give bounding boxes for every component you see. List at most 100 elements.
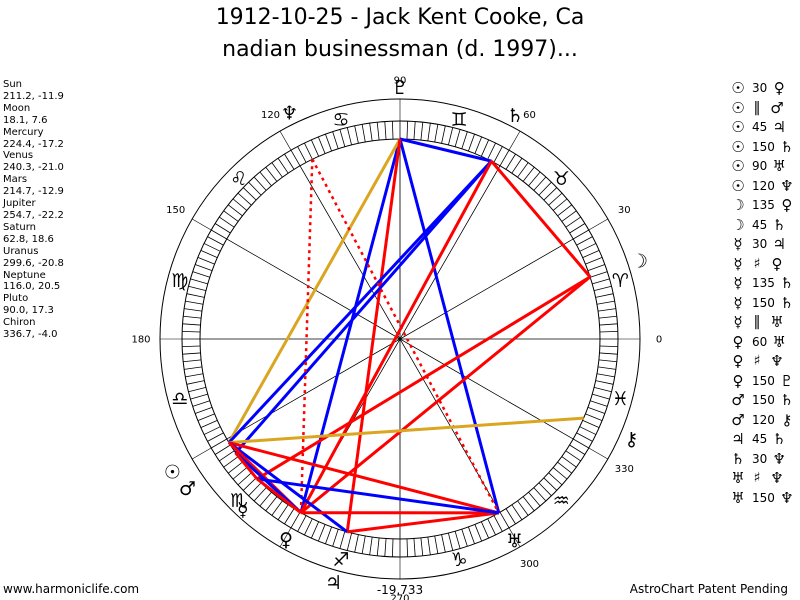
site-link[interactable]: www.harmoniclife.com	[3, 582, 140, 596]
aspect-sym: 150	[752, 490, 775, 505]
degree-tick	[188, 285, 207, 292]
degree-tick	[522, 496, 535, 512]
planet-name-neptune: Neptune	[3, 269, 46, 281]
degree-tick	[203, 243, 221, 252]
degree-tick	[474, 524, 483, 542]
degree-tick	[186, 293, 205, 298]
degree-tick	[434, 535, 439, 554]
degree-tick	[582, 419, 600, 429]
degree-tick	[223, 456, 239, 468]
zodiac-sign-glyph: ♒	[553, 490, 570, 512]
degree-tick	[248, 482, 262, 497]
planet-name-saturn: Saturn	[3, 221, 37, 233]
planet-coords-neptune: 116.0, 20.5	[3, 281, 61, 293]
degree-tick	[391, 538, 394, 557]
degree-tick	[182, 330, 201, 333]
degree-tick	[182, 352, 201, 355]
degree-tick	[227, 461, 243, 474]
degree-tick	[200, 419, 218, 429]
aspect-line	[227, 138, 402, 444]
aspect-sym: 45	[752, 432, 768, 446]
aspect-line	[347, 511, 499, 534]
aspect-sym: ‖	[753, 314, 761, 330]
degree-tick	[548, 472, 563, 486]
planet-glyph-uranus: ♅	[506, 531, 523, 553]
degree-tick	[528, 171, 541, 187]
degree-tick	[259, 171, 272, 187]
degree-tick	[361, 535, 366, 554]
aspect-p2: ♅	[772, 157, 786, 175]
patent-note: AstroChart Patent Pending	[629, 582, 788, 596]
aspect-sym: ♯	[753, 255, 761, 272]
aspect-line	[256, 275, 591, 481]
aspect-line	[399, 137, 492, 163]
degree-tick	[413, 538, 416, 557]
title-line-1: 1912-10-25 - Jack Kent Cooke, Ca	[215, 5, 585, 30]
degree-tick	[195, 407, 213, 414]
zodiac-sign-glyph: ♏	[230, 490, 247, 512]
planet-coords-chiron: 336.7, -4.0	[3, 329, 58, 341]
degree-tick	[505, 153, 516, 170]
degree-tick	[237, 192, 252, 206]
aspect-row: ☿ 30 ♃	[730, 235, 795, 255]
aspect-row: ♄ 30 ♆	[730, 450, 795, 470]
degree-tick	[277, 158, 289, 174]
aspect-p2: ♂	[770, 98, 784, 117]
degree-label: 0	[656, 335, 662, 346]
degree-label: 330	[615, 464, 634, 475]
degree-tick	[585, 413, 603, 422]
sign-divider	[588, 218, 608, 231]
degree-tick	[290, 512, 301, 528]
degree-tick	[587, 407, 605, 414]
planet-coords-uranus: 299.6, -20.8	[3, 257, 64, 269]
sign-divider	[192, 218, 212, 231]
aspect-p1: ♂	[731, 391, 745, 409]
degree-tick	[203, 426, 221, 435]
degree-tick	[214, 223, 231, 234]
degree-tick	[339, 531, 346, 549]
planet-glyph-neptune: ♆	[281, 103, 298, 125]
degree-tick	[332, 131, 339, 149]
zodiac-sign-glyph: ♉	[553, 168, 570, 190]
degree-tick	[197, 256, 215, 265]
degree-label: 180	[131, 335, 150, 346]
degree-tick	[188, 386, 207, 393]
degree-tick	[595, 293, 614, 298]
aspect-line	[256, 477, 499, 515]
degree-tick	[590, 271, 608, 278]
degree-tick	[597, 308, 616, 312]
degree-tick	[284, 508, 295, 525]
degree-tick	[599, 330, 618, 333]
aspect-p2: ♆	[772, 449, 786, 468]
degree-tick	[182, 345, 201, 348]
degree-tick	[297, 146, 307, 163]
aspect-p2: ♄	[780, 391, 794, 409]
degree-tick	[354, 125, 359, 144]
degree-tick	[265, 166, 278, 182]
degree-tick	[447, 127, 454, 146]
planet-coords-pluto: 90.0, 17.3	[3, 305, 54, 317]
degree-tick	[596, 373, 615, 378]
degree-tick	[227, 204, 243, 217]
aspect-p2: ♃	[772, 235, 786, 253]
aspect-p2: ♅	[772, 332, 786, 351]
aspect-p2: ♆	[780, 176, 794, 195]
aspect-p2: ♆	[780, 488, 794, 507]
degree-tick	[361, 124, 366, 143]
aspect-sym: 90	[752, 159, 768, 173]
degree-tick	[427, 536, 431, 555]
aspect-sym: 45	[752, 217, 768, 232]
aspect-p2: ♆	[770, 469, 784, 487]
degree-tick	[192, 400, 210, 407]
degree-tick	[391, 121, 394, 140]
aspect-line	[345, 138, 402, 533]
degree-tick	[599, 345, 618, 348]
degree-tick	[599, 352, 618, 355]
degree-tick	[427, 123, 431, 142]
aspect-row: ☿ ♯ ♀	[730, 255, 795, 275]
degree-tick	[420, 537, 424, 556]
aspect-p2: ♄	[772, 215, 786, 234]
degree-tick	[576, 236, 593, 246]
chart-title: 1912-10-25 - Jack Kent Cooke, Ca nadian …	[0, 2, 800, 66]
aspect-p1: ☉	[731, 137, 745, 156]
